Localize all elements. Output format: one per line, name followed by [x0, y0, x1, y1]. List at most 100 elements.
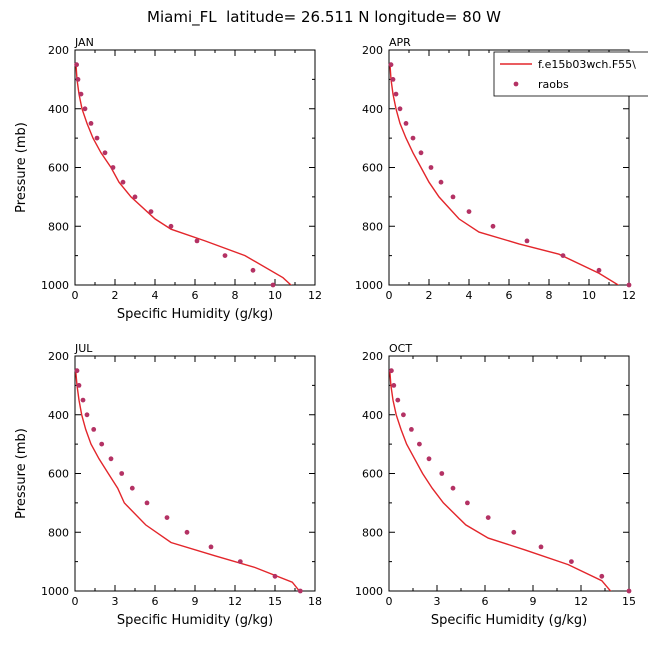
x-tick-label: 15 — [622, 595, 636, 608]
raobs-point — [99, 441, 105, 447]
y-tick-label: 800 — [48, 220, 69, 233]
x-tick-label: 0 — [386, 595, 393, 608]
raobs-point — [237, 559, 243, 564]
legend-marker-swatch — [513, 81, 519, 87]
y-tick-label: 600 — [362, 468, 383, 481]
figure-title: Miami_FL latitude= 26.511 N longitude= 8… — [147, 8, 501, 27]
legend-box — [493, 51, 648, 97]
y-tick-label: 200 — [48, 44, 69, 57]
raobs-point — [222, 253, 228, 258]
x-tick-label: 0 — [72, 289, 79, 302]
y-tick-label: 400 — [48, 103, 69, 116]
raobs-point — [391, 383, 397, 388]
raobs-point — [120, 179, 126, 185]
raobs-point — [401, 412, 406, 418]
raobs-point — [439, 471, 445, 476]
raobs-point — [418, 150, 424, 156]
raobs-point — [490, 223, 496, 229]
raobs-point — [102, 150, 108, 156]
raobs-point — [390, 77, 396, 82]
raobs-point — [250, 267, 256, 273]
x-tick-label: 12 — [622, 289, 636, 302]
model-series-line — [75, 370, 301, 591]
raobs-point — [393, 91, 399, 97]
raobs-point — [208, 544, 214, 550]
raobs-point — [148, 209, 154, 215]
y-tick-label: 400 — [48, 409, 69, 422]
panel-title: OCT — [389, 342, 412, 355]
raobs-point — [538, 544, 544, 550]
raobs-point — [129, 485, 135, 491]
raobs-point — [88, 121, 94, 126]
raobs-point — [428, 165, 434, 170]
panel-title: JAN — [74, 36, 94, 49]
panel-title: APR — [389, 36, 411, 49]
x-tick-label: 2 — [112, 289, 119, 302]
y-tick-label: 800 — [362, 526, 383, 539]
x-tick-label: 18 — [308, 595, 322, 608]
x-tick-label: 6 — [482, 595, 489, 608]
raobs-point — [560, 253, 566, 258]
plot-frame — [74, 355, 316, 592]
raobs-point — [417, 441, 422, 447]
chart-panel-jan: JAN 0 2 4 6 8 10 12 200 400 600 800 1000 Specific Hum… — [14, 36, 322, 322]
raobs-point — [94, 135, 100, 141]
x-tick-label: 2 — [426, 289, 433, 302]
model-series-line — [389, 370, 612, 591]
x-tick-label: 8 — [232, 289, 239, 302]
raobs-point — [132, 194, 138, 200]
model-series-line — [75, 64, 292, 285]
raobs-point — [485, 515, 491, 520]
raobs-point — [75, 77, 81, 82]
x-tick-label: 6 — [192, 289, 199, 302]
raobs-point — [82, 106, 88, 112]
raobs-point — [450, 485, 456, 491]
x-tick-label: 12 — [308, 289, 322, 302]
y-tick-label: 200 — [48, 350, 69, 363]
y-tick-label: 800 — [48, 526, 69, 539]
x-tick-label: 0 — [386, 289, 393, 302]
y-tick-label: 600 — [48, 162, 69, 175]
y-tick-label: 400 — [362, 409, 383, 422]
raobs-point — [168, 223, 174, 229]
x-axis-label: Specific Humidity (g/kg) — [431, 613, 587, 628]
x-tick-label: 4 — [152, 289, 159, 302]
x-tick-label: 10 — [582, 289, 596, 302]
y-tick-label: 600 — [362, 162, 383, 175]
raobs-point — [80, 397, 86, 403]
raobs-point — [426, 456, 432, 462]
x-axis-label: Specific Humidity (g/kg) — [117, 613, 273, 628]
raobs-point — [84, 412, 90, 418]
y-tick-label: 1000 — [355, 279, 383, 292]
legend-label-model: f.e15b03wch.F55\ — [538, 58, 636, 71]
y-tick-label: 200 — [362, 44, 383, 57]
y-axis-label: Pressure (mb) — [14, 122, 29, 213]
raobs-point — [389, 368, 394, 374]
x-tick-label: 4 — [466, 289, 473, 302]
y-tick-label: 400 — [362, 103, 383, 116]
raobs-point — [74, 62, 79, 68]
raobs-point — [450, 194, 456, 200]
x-tick-label: 6 — [152, 595, 159, 608]
x-tick-label: 12 — [574, 595, 588, 608]
raobs-point — [409, 427, 414, 432]
legend: f.e15b03wch.F55\ raobs — [493, 51, 648, 97]
x-tick-label: 3 — [112, 595, 119, 608]
raobs-point — [108, 456, 114, 462]
raobs-point — [599, 573, 605, 579]
y-tick-label: 600 — [48, 468, 69, 481]
x-tick-label: 6 — [506, 289, 513, 302]
raobs-point — [144, 500, 150, 506]
raobs-point — [119, 471, 125, 476]
y-tick-label: 200 — [362, 350, 383, 363]
x-tick-label: 3 — [434, 595, 441, 608]
x-tick-label: 10 — [268, 289, 282, 302]
x-tick-label: 15 — [268, 595, 282, 608]
raobs-point — [270, 282, 276, 288]
raobs-point — [626, 588, 632, 594]
x-tick-label: 0 — [72, 595, 79, 608]
raobs-point — [403, 121, 409, 126]
y-tick-label: 1000 — [41, 279, 69, 292]
legend-label-raobs: raobs — [538, 78, 569, 91]
